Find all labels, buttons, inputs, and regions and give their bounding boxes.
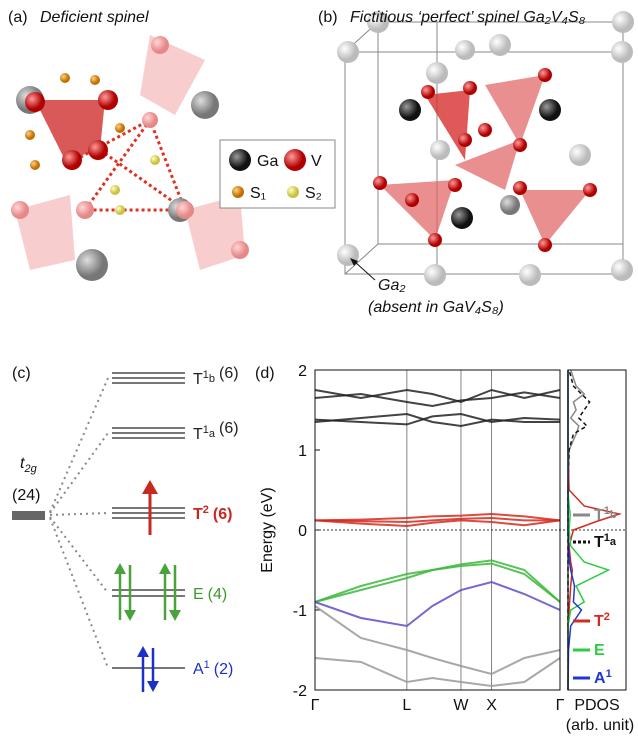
panel-label: (c) bbox=[12, 365, 31, 382]
levels bbox=[12, 373, 185, 692]
panel-label: (a) bbox=[8, 9, 28, 26]
text-part: b bbox=[209, 373, 215, 385]
text-part: 1 bbox=[606, 668, 612, 680]
panel-title: Deficient spinel bbox=[40, 9, 149, 26]
level-label: T1a(6) bbox=[193, 420, 239, 443]
y-tick-label: -1 bbox=[293, 603, 307, 620]
level-label: T2 (6) bbox=[193, 504, 232, 523]
text-part: E bbox=[193, 586, 204, 603]
band bbox=[315, 606, 560, 674]
text-part: 2 bbox=[203, 504, 209, 516]
text-part: T bbox=[193, 506, 203, 523]
legend-text: T1b bbox=[594, 505, 617, 524]
text-part: a bbox=[610, 536, 617, 548]
text-part: A bbox=[193, 661, 204, 678]
legend-text: A1 bbox=[594, 668, 612, 687]
annotation: (absent in GaV₄S₈) bbox=[368, 299, 504, 316]
y-tick-label: 2 bbox=[298, 363, 307, 380]
legend-text: T1a bbox=[594, 532, 617, 551]
t2g-count: (24) bbox=[12, 487, 40, 504]
y-tick-label: 0 bbox=[298, 523, 307, 540]
text-part: (6) bbox=[219, 365, 239, 382]
y-tick-label: -2 bbox=[293, 683, 307, 700]
x-tick-label: Γ bbox=[556, 697, 565, 714]
text-part: b bbox=[610, 509, 617, 521]
t2g-label: t2g bbox=[20, 455, 38, 475]
panel-label: (b) bbox=[318, 9, 338, 26]
text-part: a bbox=[209, 428, 216, 440]
legend-text: S₂ bbox=[305, 185, 322, 202]
text-part: A bbox=[594, 670, 606, 687]
structure-b bbox=[337, 11, 634, 286]
legend-text: T2 bbox=[594, 611, 610, 630]
text-part: T bbox=[193, 371, 203, 388]
level-label: E(4) bbox=[193, 586, 227, 603]
x-axis-label: (arb. unit) bbox=[566, 717, 634, 734]
text-part: T bbox=[193, 426, 203, 443]
legend-text: V bbox=[311, 153, 322, 170]
text-part: (6) bbox=[213, 506, 233, 523]
x-axis-label: PDOS bbox=[574, 697, 619, 714]
panel-label: (d) bbox=[255, 365, 275, 382]
x-tick-label: L bbox=[402, 697, 411, 714]
text-part: 1 bbox=[204, 659, 210, 671]
legend-text: S₁ bbox=[250, 185, 266, 202]
panel-title: Fictitious ‘perfect’ spinel Ga₂V₄S₈ bbox=[350, 9, 586, 26]
text-part: 2 bbox=[604, 611, 610, 623]
x-tick-label: W bbox=[453, 697, 469, 714]
y-tick-label: 1 bbox=[298, 443, 307, 460]
x-tick-label: Γ bbox=[311, 697, 320, 714]
text-part: 2g bbox=[23, 463, 37, 475]
text-part: E bbox=[594, 642, 605, 659]
figure: (a) Deficient spinel Ga V S₁ S₂ (b) Fict… bbox=[0, 0, 638, 750]
x-tick-label: X bbox=[486, 697, 497, 714]
text-part: (4) bbox=[208, 586, 228, 603]
text-part: T bbox=[594, 507, 604, 524]
legend-text: Ga bbox=[257, 153, 278, 170]
level-label: A1 (2) bbox=[193, 659, 233, 678]
text-part: (6) bbox=[219, 420, 239, 437]
band bbox=[315, 560, 560, 602]
legend-text: E bbox=[594, 642, 605, 659]
text-part: T bbox=[594, 613, 604, 630]
band bbox=[315, 658, 560, 686]
level-label: T1b(6) bbox=[193, 365, 239, 388]
annotation: Ga₂ bbox=[378, 277, 405, 294]
structure-a bbox=[11, 35, 335, 281]
y-axis-label: Energy (eV) bbox=[259, 487, 276, 572]
text-part: (2) bbox=[214, 661, 234, 678]
text-part: T bbox=[594, 534, 604, 551]
